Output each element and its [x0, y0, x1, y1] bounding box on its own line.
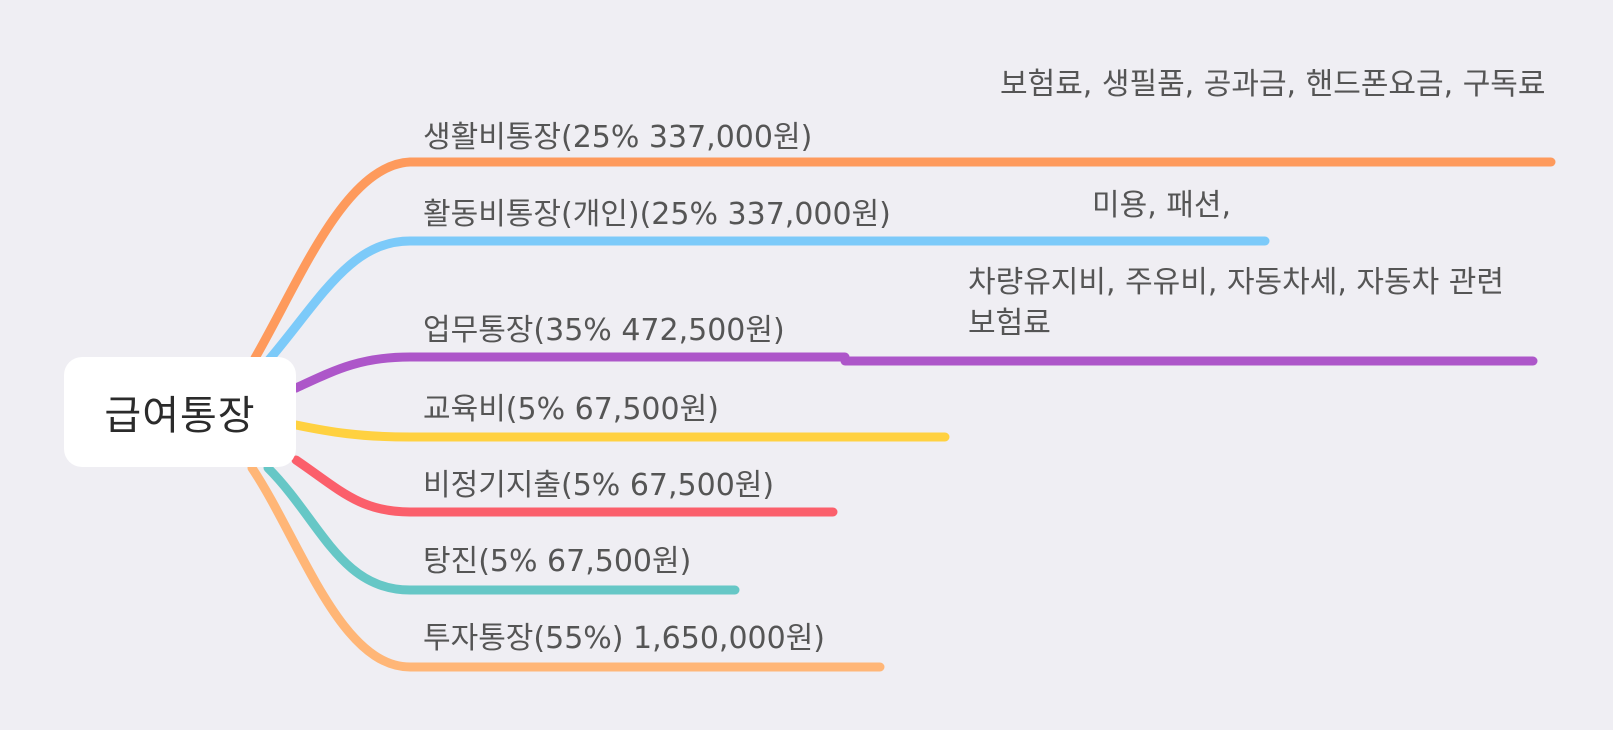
- branch-label-spend[interactable]: 탕진(5% 67,500원): [423, 544, 692, 579]
- detail-text-business[interactable]: 차량유지비, 주유비, 자동차세, 자동차 관련 보험료: [968, 265, 1504, 342]
- branch-label-education[interactable]: 교육비(5% 67,500원): [423, 392, 719, 427]
- connector-irregular: [291, 455, 838, 517]
- detail-text-activity[interactable]: 미용, 패션,: [1092, 188, 1232, 223]
- branch-label-business[interactable]: 업무통장(35% 472,500원): [423, 313, 785, 348]
- connector-spend: [263, 463, 740, 595]
- detail-text-living[interactable]: 보험료, 생필품, 공과금, 핸드폰요금, 구독료: [1000, 67, 1546, 102]
- branch-label-irregular[interactable]: 비정기지출(5% 67,500원): [423, 468, 775, 503]
- root-node[interactable]: 급여통장: [64, 357, 296, 467]
- connector-activity: [263, 236, 968, 366]
- connector-living: [250, 157, 880, 363]
- branch-label-activity[interactable]: 활동비통장(개인)(25% 337,000원): [423, 197, 891, 232]
- connector-education: [291, 420, 950, 442]
- connector-business: [291, 352, 850, 393]
- root-label: 급여통장: [104, 393, 256, 439]
- connector-invest: [247, 463, 885, 672]
- branch-label-living[interactable]: 생활비통장(25% 337,000원): [423, 120, 813, 155]
- branch-label-invest[interactable]: 투자통장(55%) 1,650,000원): [423, 621, 826, 656]
